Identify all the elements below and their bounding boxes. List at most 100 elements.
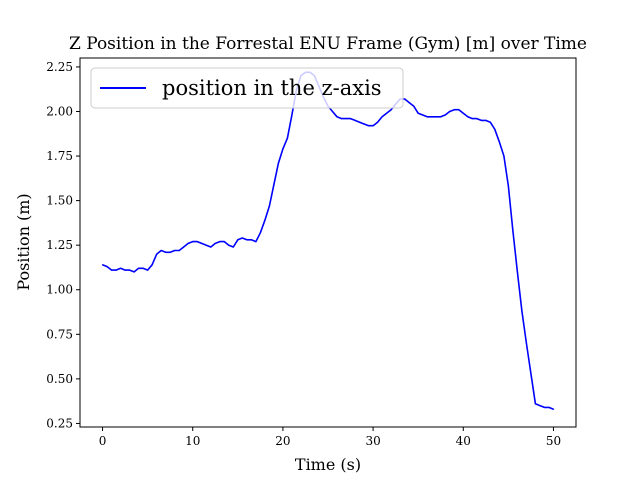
data-point xyxy=(228,244,230,246)
data-point xyxy=(530,372,532,375)
data-point xyxy=(359,121,361,123)
data-point xyxy=(386,112,388,114)
data-point xyxy=(187,242,189,244)
data-point xyxy=(498,141,500,143)
y-tick-label: 1.50 xyxy=(46,194,73,208)
data-point xyxy=(120,267,122,269)
data-point xyxy=(345,118,347,120)
x-axis-label: Time (s) xyxy=(295,455,361,474)
x-tick-label: 50 xyxy=(546,434,561,448)
data-point xyxy=(539,405,541,407)
data-point xyxy=(368,125,370,127)
data-point xyxy=(169,251,171,253)
data-point xyxy=(494,128,496,130)
data-point xyxy=(503,155,505,157)
data-point xyxy=(174,249,176,252)
x-tick-label: 30 xyxy=(365,434,380,448)
y-tick-label: 2.25 xyxy=(46,60,73,74)
data-point xyxy=(205,244,207,246)
data-point xyxy=(471,118,473,120)
data-point xyxy=(156,253,158,255)
y-tick-label: 2.00 xyxy=(46,104,73,118)
data-point xyxy=(426,116,428,118)
data-point xyxy=(548,406,550,408)
data-point xyxy=(151,264,153,266)
data-point xyxy=(354,119,356,121)
data-point xyxy=(115,269,117,271)
data-point xyxy=(521,310,523,312)
y-tick-label: 0.50 xyxy=(46,372,73,386)
y-tick-label: 1.25 xyxy=(46,238,73,252)
data-point xyxy=(381,116,383,118)
axes xyxy=(79,57,577,428)
data-point xyxy=(377,121,379,123)
data-point xyxy=(214,242,216,244)
data-point xyxy=(259,232,261,234)
data-point xyxy=(250,239,252,241)
data-point xyxy=(435,116,437,118)
x-tick-label: 0 xyxy=(99,434,107,448)
data-point xyxy=(246,239,248,241)
data-point xyxy=(133,271,135,273)
data-point xyxy=(444,114,446,116)
data-point xyxy=(489,121,491,123)
data-point xyxy=(363,123,365,125)
data-point xyxy=(241,237,243,239)
data-point xyxy=(255,241,257,243)
data-point xyxy=(237,239,239,241)
data-point xyxy=(223,241,225,243)
y-tick-label: 1.75 xyxy=(46,149,73,163)
legend: position in the z-axis xyxy=(90,67,404,109)
data-point xyxy=(282,148,284,150)
y-tick-label: 0.25 xyxy=(46,416,73,430)
x-tick-label: 10 xyxy=(185,434,200,448)
data-point xyxy=(138,267,140,269)
data-point xyxy=(408,102,410,104)
data-point xyxy=(349,118,352,120)
data-point xyxy=(417,112,419,114)
data-point xyxy=(480,119,482,121)
data-point xyxy=(111,269,113,271)
x-tick-label: 20 xyxy=(275,434,290,448)
data-point xyxy=(165,251,167,253)
data-point xyxy=(449,110,451,113)
data-point xyxy=(147,269,149,271)
data-point xyxy=(453,109,455,111)
data-point xyxy=(404,98,406,100)
data-point xyxy=(291,114,293,116)
y-axis-label: Position (m) xyxy=(14,193,33,290)
data-point xyxy=(525,342,528,344)
data-point xyxy=(336,116,338,118)
legend-box xyxy=(90,67,404,109)
data-point xyxy=(183,246,185,248)
data-point xyxy=(476,118,478,120)
data-point xyxy=(534,403,537,405)
data-point xyxy=(507,185,509,187)
data-point xyxy=(413,105,415,107)
data-point xyxy=(340,118,343,120)
data-point xyxy=(129,269,131,271)
data-point xyxy=(142,267,144,269)
data-point xyxy=(512,230,514,232)
data-point xyxy=(543,406,546,408)
data-point xyxy=(124,269,126,271)
data-point xyxy=(192,241,194,243)
data-point xyxy=(106,266,108,268)
data-point xyxy=(232,246,234,248)
data-point xyxy=(467,116,469,118)
data-point xyxy=(219,241,221,243)
x-axis-ticks: 0 10 20 30 40 50 xyxy=(99,427,561,448)
x-tick-label: 40 xyxy=(456,434,471,448)
data-point xyxy=(372,125,374,127)
data-point xyxy=(178,249,180,252)
data-point xyxy=(160,249,162,252)
data-point xyxy=(273,184,275,186)
data-point xyxy=(516,271,519,273)
data-point xyxy=(101,264,104,266)
data-point xyxy=(277,162,279,164)
y-tick-label: 0.75 xyxy=(46,327,73,341)
data-point xyxy=(462,112,464,114)
axes-frame xyxy=(79,57,577,428)
data-point xyxy=(440,116,442,118)
